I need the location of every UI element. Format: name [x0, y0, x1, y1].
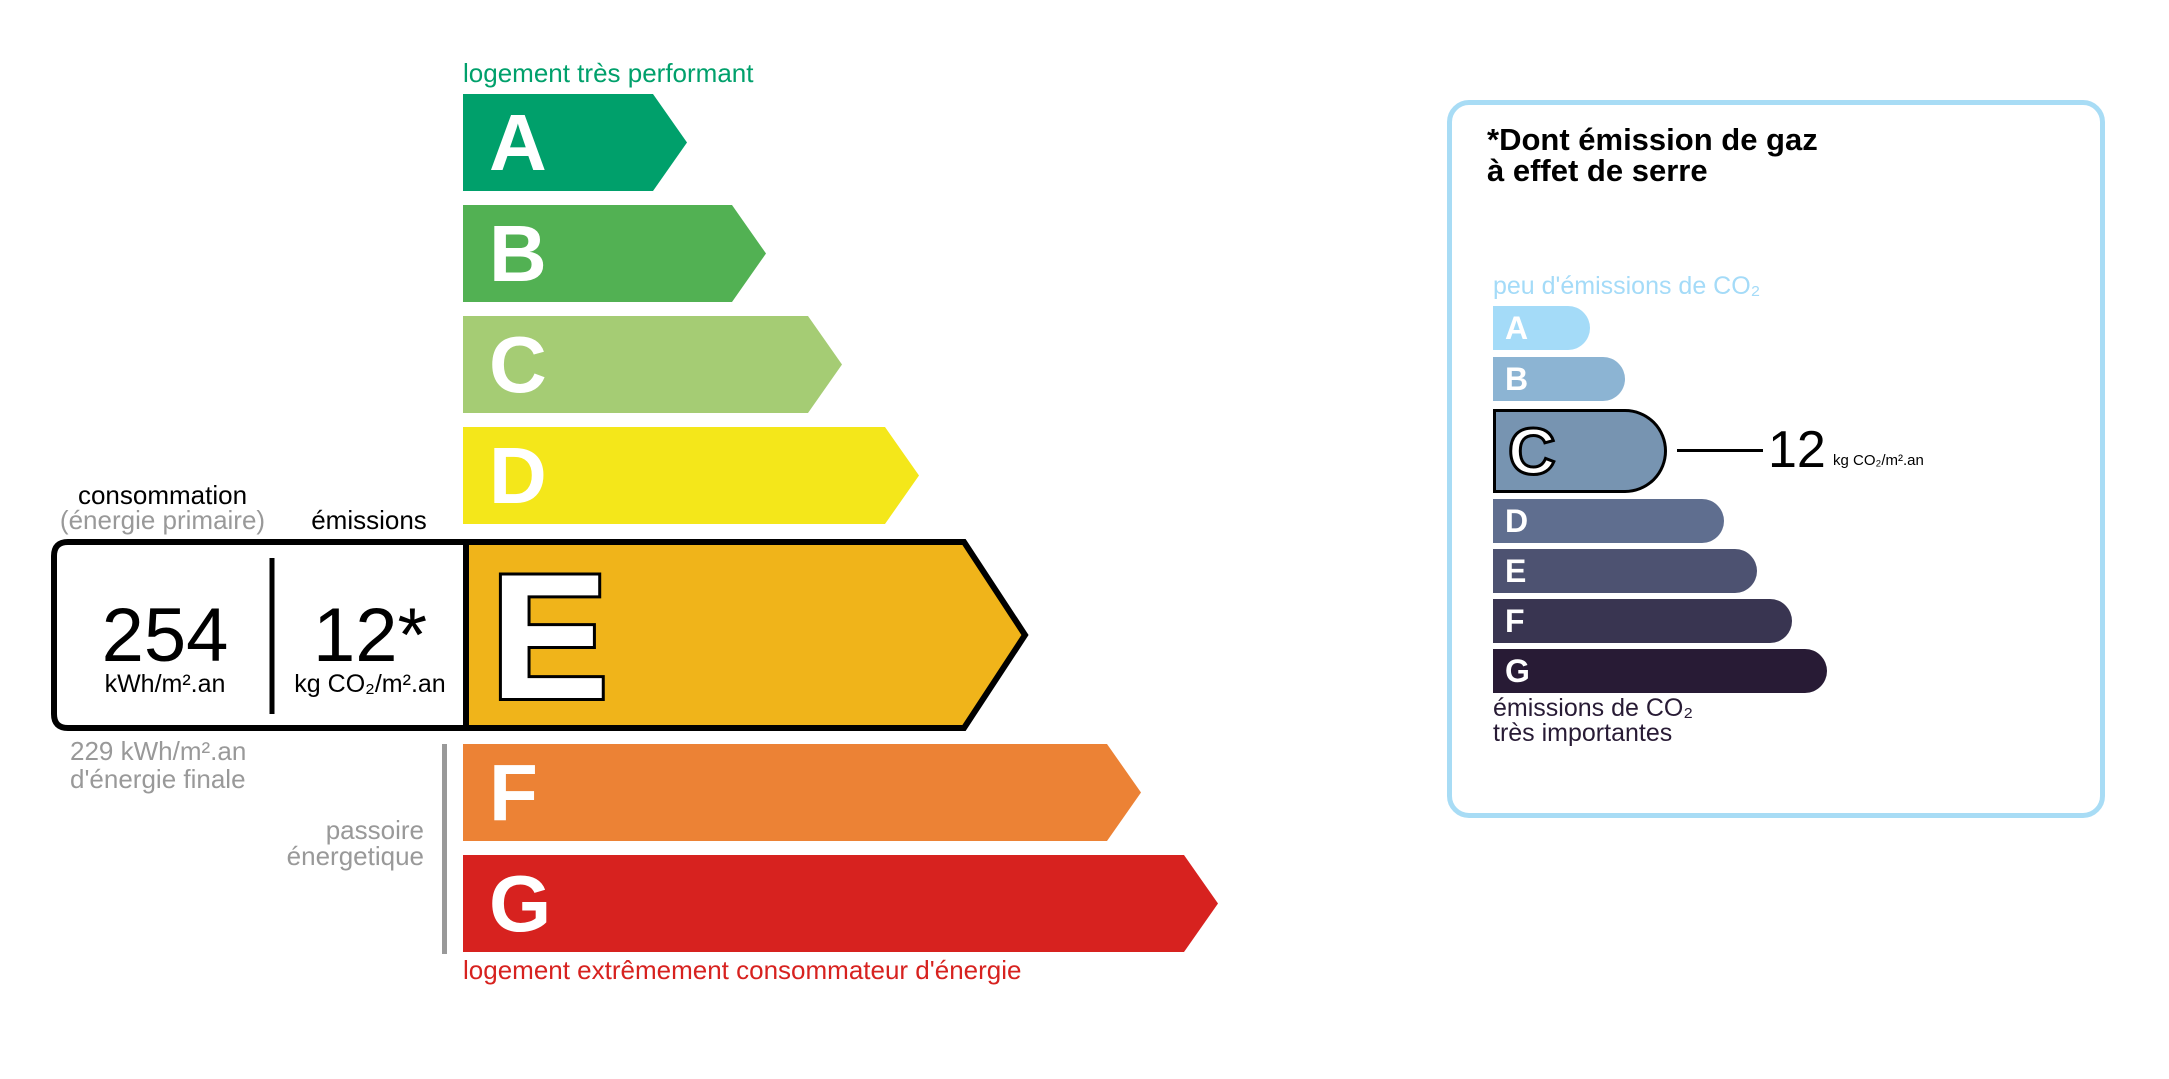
bar-e-letter: E — [490, 538, 609, 732]
energy-class-a: A — [463, 94, 687, 191]
bar-c-letter: C — [489, 320, 547, 409]
emissions-unit: kg CO₂/m².an — [294, 670, 446, 698]
bar-b-letter: B — [489, 209, 547, 298]
passoire-label-line1: passoire — [325, 815, 424, 845]
final-energy-label: d'énergie finale — [70, 764, 246, 794]
ghg-title-line2: à effet de serre — [1487, 153, 1708, 188]
consumption-sublabel: (énergie primaire) — [59, 505, 266, 535]
ghg-value-connector — [1677, 449, 1763, 452]
energy-current-class-e: E — [51, 538, 1029, 732]
bar-g-letter: G — [489, 859, 552, 948]
ghg-a-letter: A — [1505, 310, 1529, 346]
consumption-label: consommation — [77, 480, 248, 510]
energy-class-g: G — [463, 855, 1218, 952]
ghg-e-letter: E — [1505, 553, 1527, 589]
ghg-bottom-line2: très importantes — [1493, 719, 1673, 747]
passoire-bracket — [442, 744, 447, 954]
bar-d-letter: D — [489, 431, 547, 520]
ghg-value: 12 — [1768, 421, 1826, 479]
emissions-label: émissions — [311, 505, 427, 535]
bar-g-fill — [463, 855, 1218, 952]
bar-b-fill — [463, 205, 766, 302]
bar-e-fill — [463, 539, 1029, 731]
energy-class-f: F — [463, 744, 1141, 841]
ghg-top-label: peu d'émissions de CO₂ — [1493, 272, 1761, 300]
ghg-f-letter: F — [1505, 603, 1525, 639]
ghg-d-letter: D — [1505, 503, 1529, 539]
ghg-class-c-current: C — [1493, 409, 1667, 493]
passoire-label-line2: énergetique — [286, 841, 424, 871]
energy-class-b: B — [463, 205, 766, 302]
bar-c-fill — [463, 316, 842, 413]
ghg-class-e: E — [1493, 549, 1757, 593]
ghg-b-letter: B — [1505, 361, 1529, 397]
current-value-box — [51, 539, 469, 731]
consumption-value: 254 — [101, 593, 229, 678]
energy-top-label: logement très performant — [463, 58, 754, 88]
ghg-class-a: A — [1493, 306, 1590, 350]
ghg-unit: kg CO₂/m².an — [1833, 452, 1924, 469]
consumption-unit: kWh/m².an — [104, 670, 226, 698]
ghg-class-g: G — [1493, 649, 1827, 693]
ghg-g-letter: G — [1505, 653, 1530, 689]
ghg-class-b: B — [1493, 357, 1625, 401]
bar-a-letter: A — [489, 98, 547, 187]
ghg-panel — [1447, 100, 2105, 818]
ghg-class-f: F — [1493, 599, 1792, 643]
bar-f-letter: F — [489, 748, 538, 837]
ghg-bottom-line1: émissions de CO₂ — [1493, 694, 1694, 722]
emissions-value: 12* — [312, 593, 428, 678]
energy-class-c: C — [463, 316, 842, 413]
bar-a-fill — [463, 94, 687, 191]
ghg-c-letter: C — [1507, 413, 1558, 490]
final-energy-value: 229 kWh/m².an — [70, 736, 247, 766]
ghg-class-d: D — [1493, 499, 1724, 543]
ghg-title-line1: *Dont émission de gaz — [1487, 122, 1818, 157]
bar-d-fill — [463, 427, 919, 524]
bar-f-fill — [463, 744, 1141, 841]
energy-class-d: D — [463, 427, 919, 524]
energy-bottom-label: logement extrêmement consommateur d'éner… — [463, 955, 1022, 985]
